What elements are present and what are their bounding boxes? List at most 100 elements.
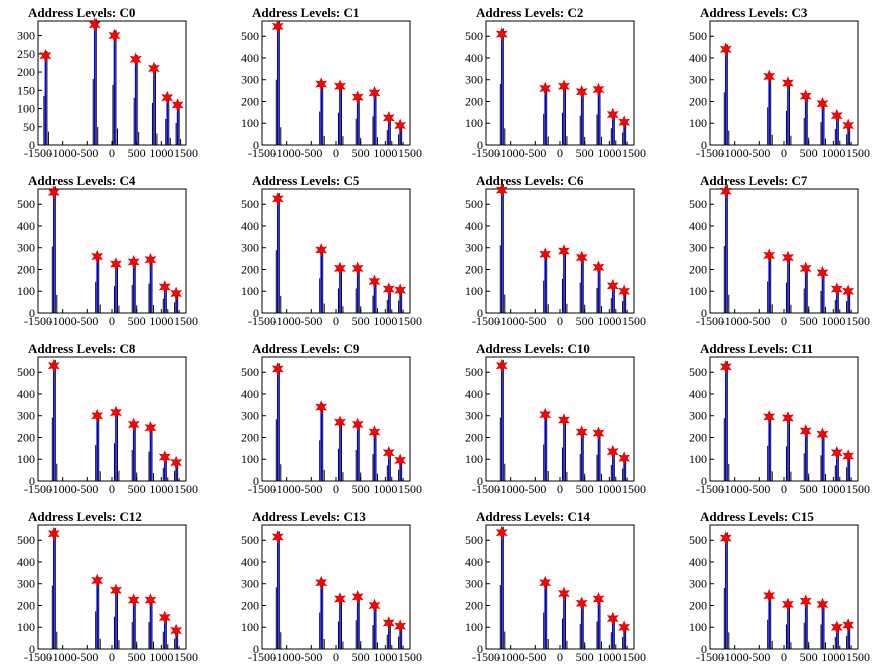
peak-marker	[618, 284, 631, 299]
panel-title: Address Levels: C14	[476, 509, 590, 524]
y-tick-label: 400	[17, 219, 35, 233]
peak-marker	[592, 592, 605, 606]
y-tick-label: 300	[241, 577, 259, 591]
peak-marker	[606, 444, 619, 459]
x-tick-label: 0	[109, 146, 115, 160]
x-tick-label: 0	[781, 314, 787, 328]
x-tick-label: 500	[576, 650, 594, 664]
plot-frame	[709, 188, 859, 314]
panel-6: Address Levels: C60100200300400500-1500-…	[465, 173, 646, 328]
y-tick-label: 300	[689, 409, 707, 423]
peak-marker	[315, 77, 328, 91]
x-tick-label: -500	[524, 314, 546, 328]
y-tick-label: 100	[465, 284, 483, 298]
peak-marker	[539, 247, 552, 262]
peak-marker	[382, 445, 395, 460]
peak-marker	[271, 19, 284, 34]
x-tick-label: 1000	[597, 482, 621, 496]
y-tick-label: 500	[241, 533, 259, 547]
x-tick-label: 1500	[398, 314, 422, 328]
x-tick-label: -1000	[49, 146, 77, 160]
peak-marker	[842, 449, 855, 463]
x-tick-label: 1500	[174, 482, 198, 496]
peak-marker	[47, 185, 60, 200]
peak-marker	[315, 400, 328, 414]
plot-frame	[709, 20, 859, 146]
plot-frame	[261, 524, 411, 650]
x-tick-label: -1000	[497, 146, 525, 160]
peak-marker	[495, 525, 508, 540]
panel-14: Address Levels: C14 0 100 200 300 400 500 -1500…	[465, 509, 646, 664]
peak-marker	[110, 583, 122, 598]
peak-marker	[394, 619, 407, 633]
y-tick-label: 0	[477, 138, 483, 152]
peak-marker	[271, 530, 284, 544]
peak-marker	[351, 589, 364, 604]
peak-marker	[144, 252, 157, 267]
y-tick-label: 200	[465, 430, 483, 444]
peak-marker	[127, 593, 140, 607]
x-tick-label: -500	[300, 314, 322, 328]
peak-marker	[539, 575, 552, 590]
peak-marker	[495, 183, 508, 197]
y-tick-label: 200	[689, 94, 707, 108]
x-tick-label: 0	[557, 146, 563, 160]
plot-frame	[37, 20, 187, 146]
y-tick-label: 500	[465, 533, 483, 547]
peak-marker	[606, 278, 619, 293]
peak-marker	[334, 592, 346, 606]
peak-marker	[575, 250, 588, 265]
x-tick-label: -1000	[273, 482, 301, 496]
panel-title: Address Levels: C5	[252, 173, 360, 188]
x-tick-label: -1500	[472, 146, 500, 160]
y-tick-label: 0	[701, 642, 707, 656]
peak-marker	[170, 286, 183, 301]
peak-marker	[782, 250, 794, 265]
y-tick-label: 0	[253, 642, 259, 656]
peak-marker	[558, 413, 570, 427]
peak-marker	[842, 118, 855, 133]
y-tick-label: 200	[689, 430, 707, 444]
x-tick-label: 1000	[821, 146, 845, 160]
peak-marker	[495, 358, 508, 373]
peak-marker	[88, 17, 101, 32]
y-tick-label: 400	[17, 387, 35, 401]
peak-marker	[382, 110, 395, 125]
peak-marker	[368, 598, 381, 613]
plot-frame	[37, 356, 187, 482]
peak-marker	[830, 620, 843, 635]
peak-marker	[368, 425, 381, 439]
x-tick-label: -1000	[49, 482, 77, 496]
peak-marker	[799, 594, 812, 608]
y-tick-label: 100	[465, 452, 483, 466]
x-tick-label: 500	[576, 314, 594, 328]
plot-frame	[37, 524, 187, 650]
x-tick-label: -1500	[472, 314, 500, 328]
x-tick-label: -500	[748, 146, 770, 160]
x-tick-label: 0	[781, 650, 787, 664]
peak-marker	[763, 248, 776, 263]
peak-marker	[606, 611, 619, 626]
x-tick-label: -500	[524, 482, 546, 496]
x-tick-label: 1500	[846, 314, 870, 328]
y-tick-label: 500	[689, 533, 707, 547]
peak-marker	[158, 280, 171, 294]
x-tick-label: -1500	[24, 482, 52, 496]
y-tick-label: 0	[29, 306, 35, 320]
y-tick-label: 500	[17, 533, 35, 547]
x-tick-label: 500	[800, 146, 818, 160]
y-tick-label: 500	[241, 197, 259, 211]
x-tick-label: 500	[128, 650, 146, 664]
x-tick-label: -1000	[273, 146, 301, 160]
panel-8: Address Levels: C80100200300400500-1500-…	[17, 341, 198, 496]
y-tick-label: 500	[17, 365, 35, 379]
x-tick-label: -500	[76, 482, 98, 496]
peak-marker	[315, 243, 328, 257]
peak-marker	[110, 405, 122, 420]
peak-marker	[271, 191, 284, 206]
y-tick-label: 50	[23, 120, 35, 134]
x-tick-label: 1000	[373, 650, 397, 664]
x-tick-label: -500	[524, 650, 546, 664]
peak-marker	[382, 616, 395, 630]
